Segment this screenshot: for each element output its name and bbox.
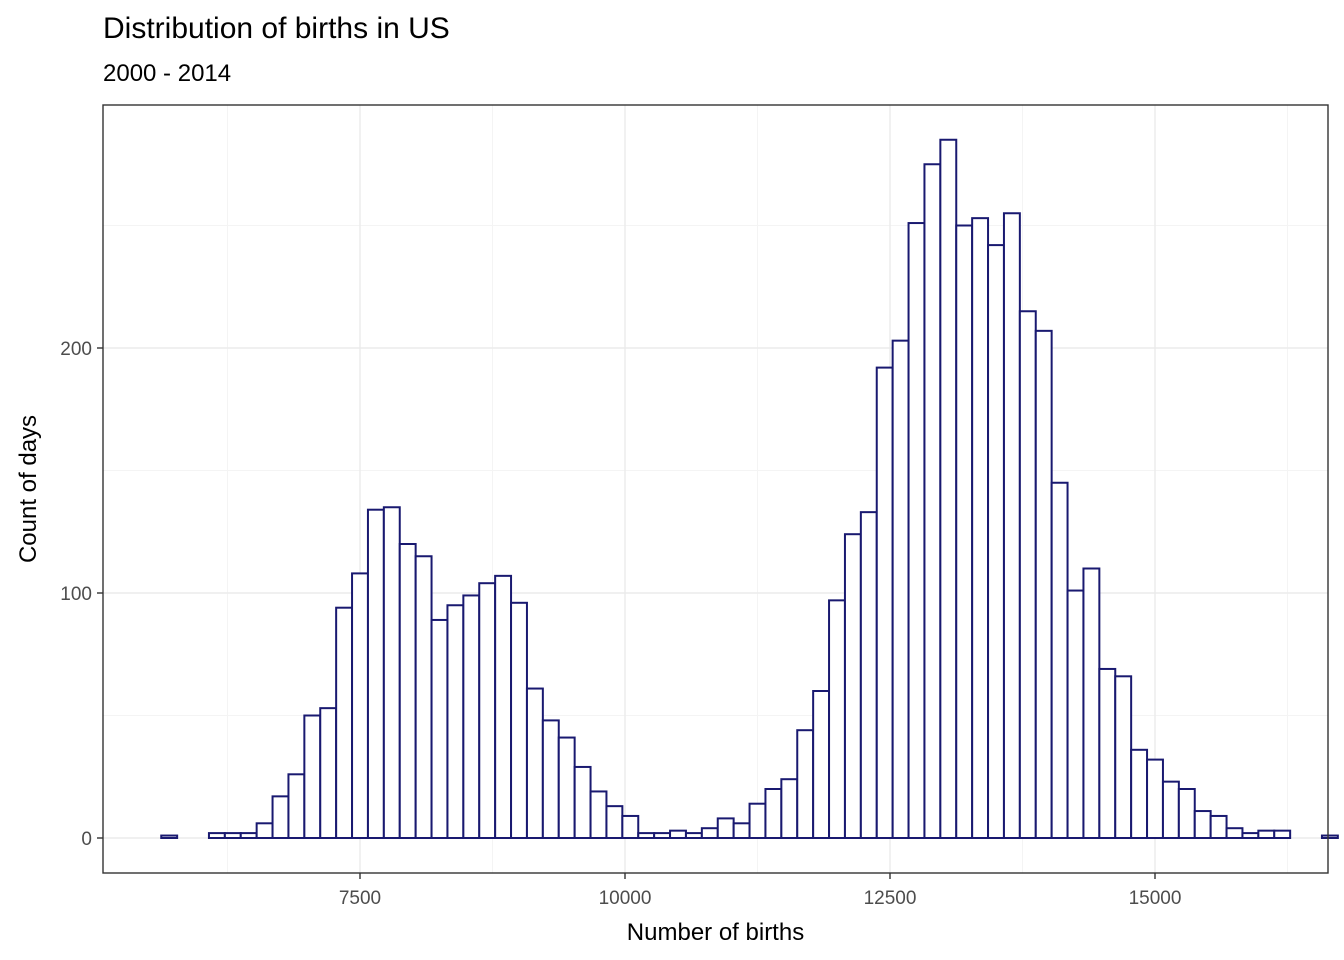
y-tick-label: 200 <box>60 339 92 360</box>
histogram-bar <box>494 574 513 839</box>
histogram-bar <box>414 555 433 839</box>
chart-title: Distribution of births in US <box>103 12 450 45</box>
histogram-bar <box>223 832 242 839</box>
histogram-bar <box>923 163 942 839</box>
histogram-bar <box>382 506 401 839</box>
histogram-bar <box>653 832 672 839</box>
histogram-bar <box>1209 814 1228 840</box>
x-axis-title: Number of births <box>627 919 804 946</box>
histogram-bar <box>446 604 465 839</box>
histogram-bar <box>780 778 799 840</box>
histogram-bar <box>335 606 354 840</box>
histogram-bar <box>955 224 974 839</box>
histogram-bar <box>557 736 576 839</box>
histogram-bar <box>716 817 735 840</box>
y-tick-label: 100 <box>60 584 92 605</box>
histogram-bar <box>859 511 878 840</box>
histogram-bar <box>1066 589 1085 839</box>
x-tick-label: 12500 <box>864 888 917 909</box>
x-tick-label: 15000 <box>1129 888 1182 909</box>
histogram-bar <box>828 599 846 839</box>
histogram-bar <box>1225 827 1244 840</box>
histogram-bar <box>1193 810 1212 839</box>
histogram-bar <box>812 690 831 839</box>
histogram-bar <box>1130 748 1149 839</box>
histogram-bar <box>684 832 703 839</box>
axis-ticks: 7500 10000 12500 15000 0 100 200 <box>60 339 1181 909</box>
histogram-bar <box>1177 788 1196 839</box>
histogram-bar <box>1320 834 1339 839</box>
histogram-bar <box>700 827 719 840</box>
histogram-bar <box>1050 481 1069 839</box>
histogram-bar <box>605 805 624 840</box>
histogram-bar <box>1034 329 1053 839</box>
chart-subtitle: 2000 - 2014 <box>103 60 232 87</box>
histogram-bar <box>748 802 767 840</box>
histogram-bar <box>939 138 958 839</box>
panel-border <box>102 104 1329 874</box>
histogram-bar <box>319 707 338 840</box>
y-axis-title: Count of days <box>15 415 42 563</box>
x-tick-label: 10000 <box>599 888 652 909</box>
histogram-bar <box>1018 310 1037 839</box>
histogram-bar <box>891 339 910 839</box>
histogram-bar <box>796 729 815 840</box>
histogram-bar <box>525 687 544 839</box>
histogram-bar <box>239 832 258 839</box>
histogram-bar <box>398 543 417 839</box>
histogram-bar <box>764 788 783 839</box>
histogram-bar <box>541 719 560 840</box>
histogram-bar <box>875 366 894 839</box>
histogram-bar <box>303 714 322 839</box>
histogram-bar <box>1257 829 1276 840</box>
histogram-bar <box>1161 780 1180 840</box>
histogram-bar <box>589 790 608 840</box>
histogram-bar <box>207 832 226 839</box>
histogram-bar <box>732 822 751 839</box>
histogram-bar <box>255 822 274 839</box>
histogram-bar <box>287 773 306 839</box>
histogram-bar <box>1098 667 1117 840</box>
y-tick-label: 0 <box>81 829 92 850</box>
histogram-bar <box>669 829 687 840</box>
histogram-bar <box>478 582 497 840</box>
histogram-bar <box>1241 832 1260 839</box>
histogram-bar <box>971 217 990 839</box>
histogram-bars <box>160 138 1339 840</box>
histogram-bar <box>271 795 290 839</box>
histogram-bar <box>510 601 528 839</box>
histogram-bar <box>1273 829 1292 840</box>
histogram-bar <box>462 594 481 840</box>
histogram-bar <box>1114 675 1133 839</box>
histogram-bar <box>160 834 179 839</box>
histogram-bar <box>430 618 449 840</box>
histogram-bar <box>621 814 640 840</box>
x-tick-label: 7500 <box>339 888 381 909</box>
histogram-bar <box>843 533 862 839</box>
histogram-bar <box>573 765 592 840</box>
histogram-bar <box>907 222 926 840</box>
histogram-bar <box>637 832 656 839</box>
histogram-bar <box>366 508 385 839</box>
histogram-bar <box>1146 758 1164 839</box>
histogram-bar <box>351 572 369 840</box>
histogram-bar <box>987 244 1005 840</box>
histogram-bar <box>1002 212 1021 839</box>
histogram-bar <box>1082 567 1101 839</box>
